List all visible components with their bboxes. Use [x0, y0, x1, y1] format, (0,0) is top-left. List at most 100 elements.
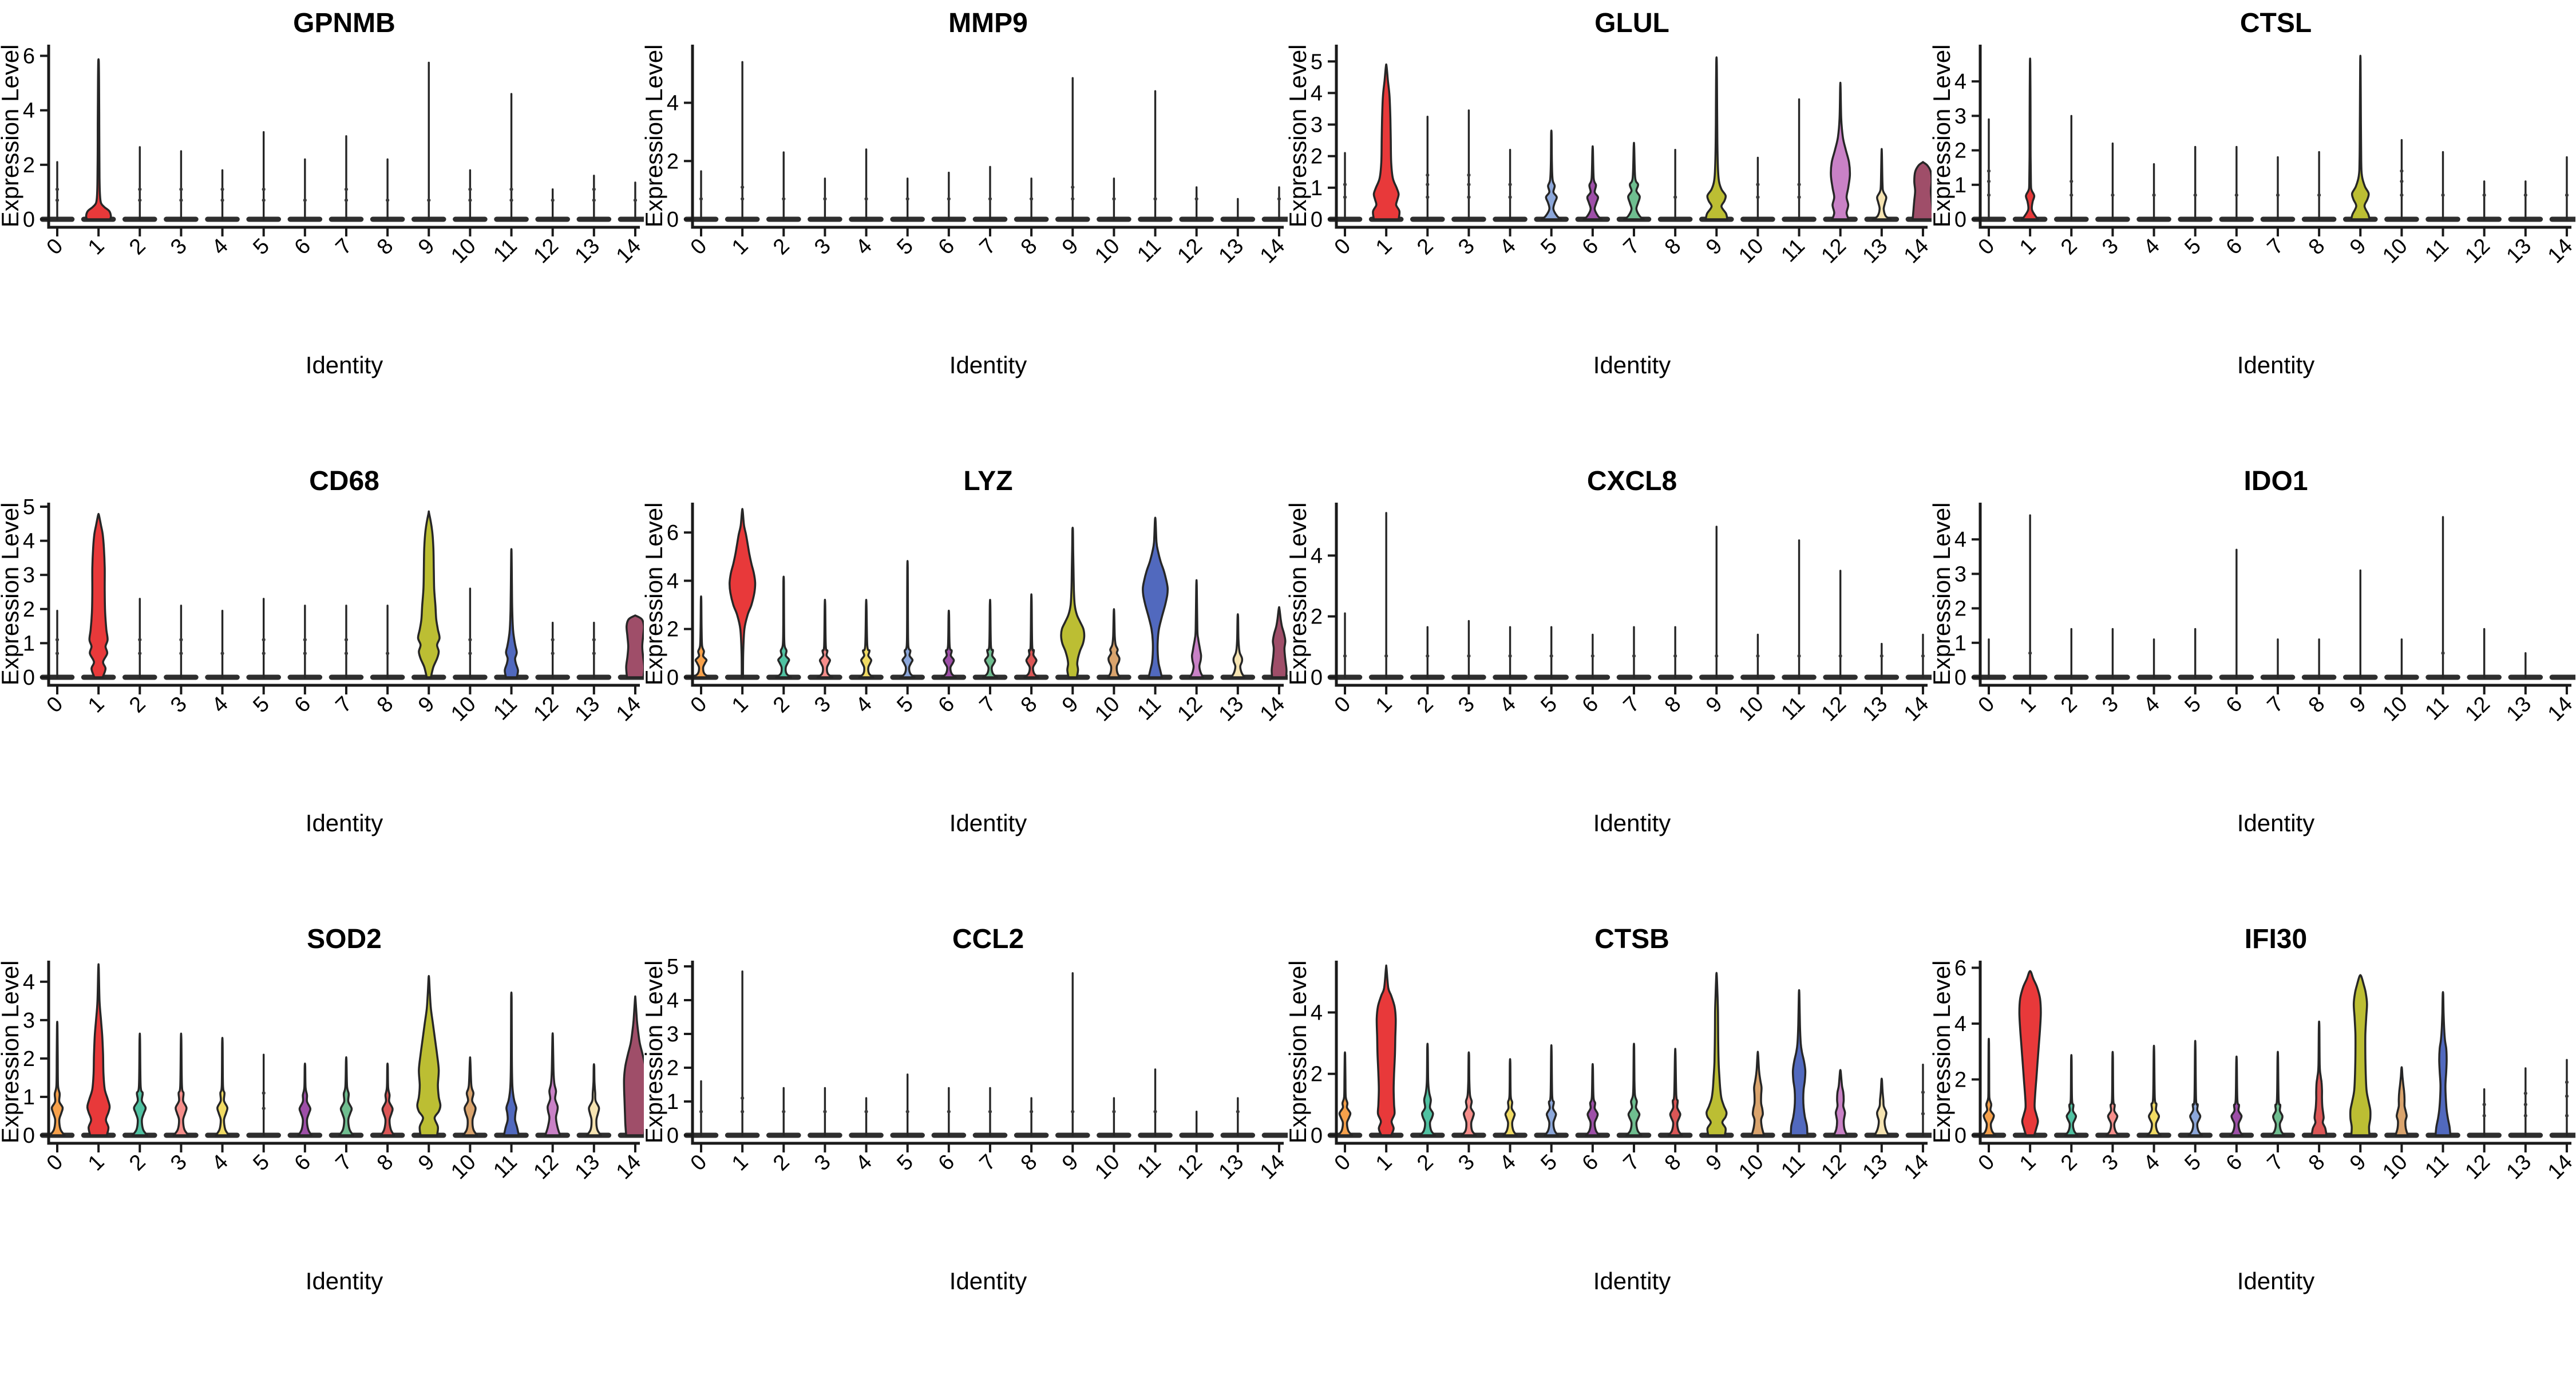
x-tick-label: 6	[1578, 234, 1604, 260]
x-axis-title: Identity	[949, 810, 1027, 836]
x-tick-label: 9	[1701, 692, 1727, 718]
violin-body	[2064, 1054, 2079, 1136]
violin-cluster-5	[890, 1073, 925, 1138]
x-tick-label: 14	[1900, 234, 1932, 269]
quantile-dot	[1384, 654, 1388, 658]
violin-cluster-8	[2301, 1020, 2337, 1138]
x-tick-label: 2	[1412, 692, 1438, 718]
violin-cluster-3	[1451, 109, 1486, 222]
x-tick-label: 6	[934, 234, 960, 260]
x-tick-label: 11	[2420, 1150, 2454, 1183]
quantile-dot	[1426, 183, 1430, 187]
y-tick-label: 3	[1954, 562, 1966, 586]
x-tick-label: 12	[1817, 1150, 1851, 1185]
violin-body	[1230, 613, 1246, 678]
quantile-dot	[55, 187, 60, 191]
quantile-dot	[1797, 654, 1801, 658]
violin-cluster-0	[39, 610, 75, 680]
quantile-dot	[1343, 183, 1347, 187]
violin-body	[691, 595, 711, 678]
violin-body	[1271, 606, 1288, 678]
violin-cluster-8	[1014, 177, 1049, 222]
y-tick-label: 3	[1954, 104, 1966, 128]
quantile-dot	[1715, 654, 1719, 658]
quantile-dot	[303, 198, 307, 202]
x-tick-label: 9	[414, 234, 440, 260]
violin-body	[1704, 56, 1728, 220]
quantile-dot	[741, 185, 745, 189]
quantile-dot	[138, 638, 142, 642]
quantile-dot	[592, 187, 596, 191]
x-tick-label: 6	[2222, 692, 2247, 718]
quantile-dot	[2111, 193, 2115, 197]
quantile-dot	[2400, 179, 2404, 183]
x-tick-label: 0	[686, 692, 712, 718]
violin-cluster-1	[725, 508, 760, 680]
x-tick-label: 14	[2543, 692, 2575, 727]
quantile-dot	[2482, 1114, 2486, 1118]
x-tick-label: 4	[851, 1150, 877, 1176]
violin-cluster-14	[2549, 674, 2575, 680]
violin-cluster-1	[81, 58, 116, 222]
violin-cluster-10	[1097, 177, 1131, 222]
x-axis-title: Identity	[306, 352, 383, 378]
x-tick-label: 12	[529, 692, 563, 727]
x-tick-label: 3	[810, 234, 836, 260]
violin-cluster-12	[1823, 1069, 1858, 1138]
x-tick-label: 0	[42, 234, 68, 260]
y-tick-label: 2	[667, 618, 679, 642]
violin-body	[504, 548, 519, 678]
quantile-dot	[2152, 193, 2156, 197]
x-axis-title: Identity	[1593, 352, 1671, 378]
x-tick-label: 7	[1619, 1150, 1645, 1176]
violin-body	[1667, 1048, 1683, 1136]
violin-cluster-4	[2136, 1044, 2171, 1138]
quantile-dot	[468, 652, 472, 656]
panel-title: IDO1	[2243, 466, 2308, 496]
y-tick-label: 2	[1954, 597, 1966, 621]
y-tick-label: 2	[23, 598, 35, 622]
violin-cluster-7	[972, 599, 1008, 680]
x-tick-label: 13	[1858, 234, 1893, 269]
quantile-dot	[344, 638, 349, 642]
violin-cluster-11	[494, 991, 529, 1138]
quantile-dot	[1879, 654, 1883, 658]
violin-base	[2549, 216, 2575, 222]
violin-cluster-14	[618, 614, 644, 680]
violin-body	[775, 575, 793, 678]
x-tick-label: 4	[851, 234, 877, 260]
quantile-dot	[2565, 1094, 2569, 1098]
violin-body	[1502, 1058, 1518, 1136]
violin-body	[1142, 516, 1169, 678]
x-tick-label: 14	[1900, 1150, 1932, 1185]
x-tick-label: 12	[1173, 1150, 1207, 1185]
violin-cluster-7	[1616, 626, 1652, 680]
violin-body	[2187, 1040, 2203, 1136]
x-tick-label: 1	[1371, 234, 1397, 260]
violin-cluster-3	[2095, 142, 2130, 222]
quantile-dot	[1987, 179, 1991, 183]
violin-cluster-6	[1575, 145, 1611, 222]
violin-cluster-5	[890, 560, 925, 680]
violin-panel-GPNMB: 0 2 4 6 0 1 2 3 4 5 6 7 8 9 10 11 12 13 14 GPNMB Expression …	[0, 0, 644, 458]
quantile-dot	[1632, 654, 1636, 658]
x-tick-label: 8	[1016, 692, 1042, 718]
violin-cluster-2	[122, 146, 157, 222]
x-tick-label: 3	[1454, 1150, 1479, 1176]
x-tick-label: 11	[2420, 234, 2454, 267]
violin-cluster-10	[453, 587, 488, 680]
y-tick-label: 4	[667, 569, 679, 593]
x-tick-label: 5	[1536, 234, 1562, 260]
violin-cluster-2	[1410, 1043, 1445, 1138]
violin-cluster-0	[1971, 638, 2007, 680]
x-tick-label: 0	[686, 1150, 712, 1176]
violin-cluster-4	[1493, 626, 1528, 680]
x-tick-label: 0	[1974, 692, 2000, 718]
y-axis-title: Expression Level	[644, 503, 667, 686]
quantile-dot	[303, 638, 307, 642]
y-tick-label: 4	[1954, 1012, 1966, 1036]
x-tick-label: 13	[2502, 234, 2537, 269]
quantile-dot	[1112, 197, 1116, 201]
axis-frame	[1979, 45, 2571, 229]
